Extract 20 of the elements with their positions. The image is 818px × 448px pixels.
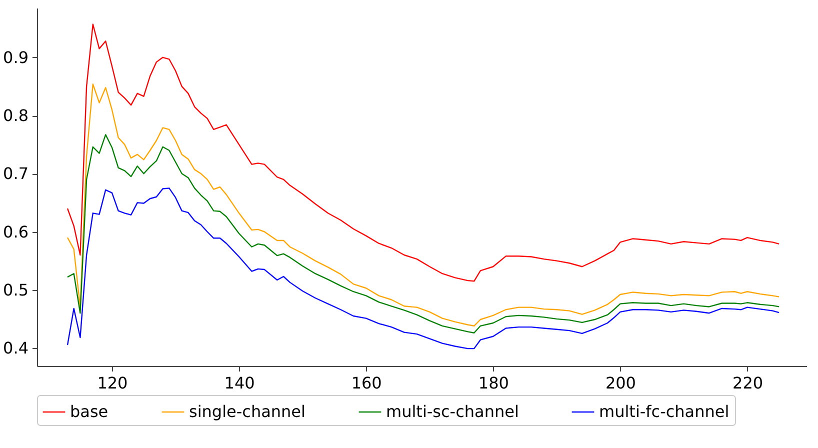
legend-label: single-channel: [189, 402, 306, 421]
line-series: [66, 134, 780, 334]
legend-label: base: [70, 402, 108, 421]
y-tick-label: 0.6: [3, 222, 28, 242]
x-tick-label: 120: [97, 374, 128, 392]
line-series: [66, 188, 780, 350]
x-tick-label: 180: [478, 374, 509, 392]
y-tick-label: 0.9: [3, 48, 28, 67]
line-series: [66, 24, 780, 282]
y-tick-label: 0.7: [3, 164, 28, 184]
y-tick-label: 0.8: [3, 106, 28, 126]
x-tick-label: 220: [732, 374, 764, 392]
legend-label: multi-sc-channel: [386, 402, 519, 421]
legend-label: multi-fc-channel: [599, 402, 730, 421]
x-tick-label: 140: [224, 374, 255, 392]
x-tick-label: 160: [351, 374, 382, 392]
y-tick-label: 0.5: [3, 280, 28, 300]
x-tick-label: 200: [605, 374, 636, 392]
line-series: [66, 84, 780, 326]
y-tick-label: 0.4: [3, 338, 28, 358]
